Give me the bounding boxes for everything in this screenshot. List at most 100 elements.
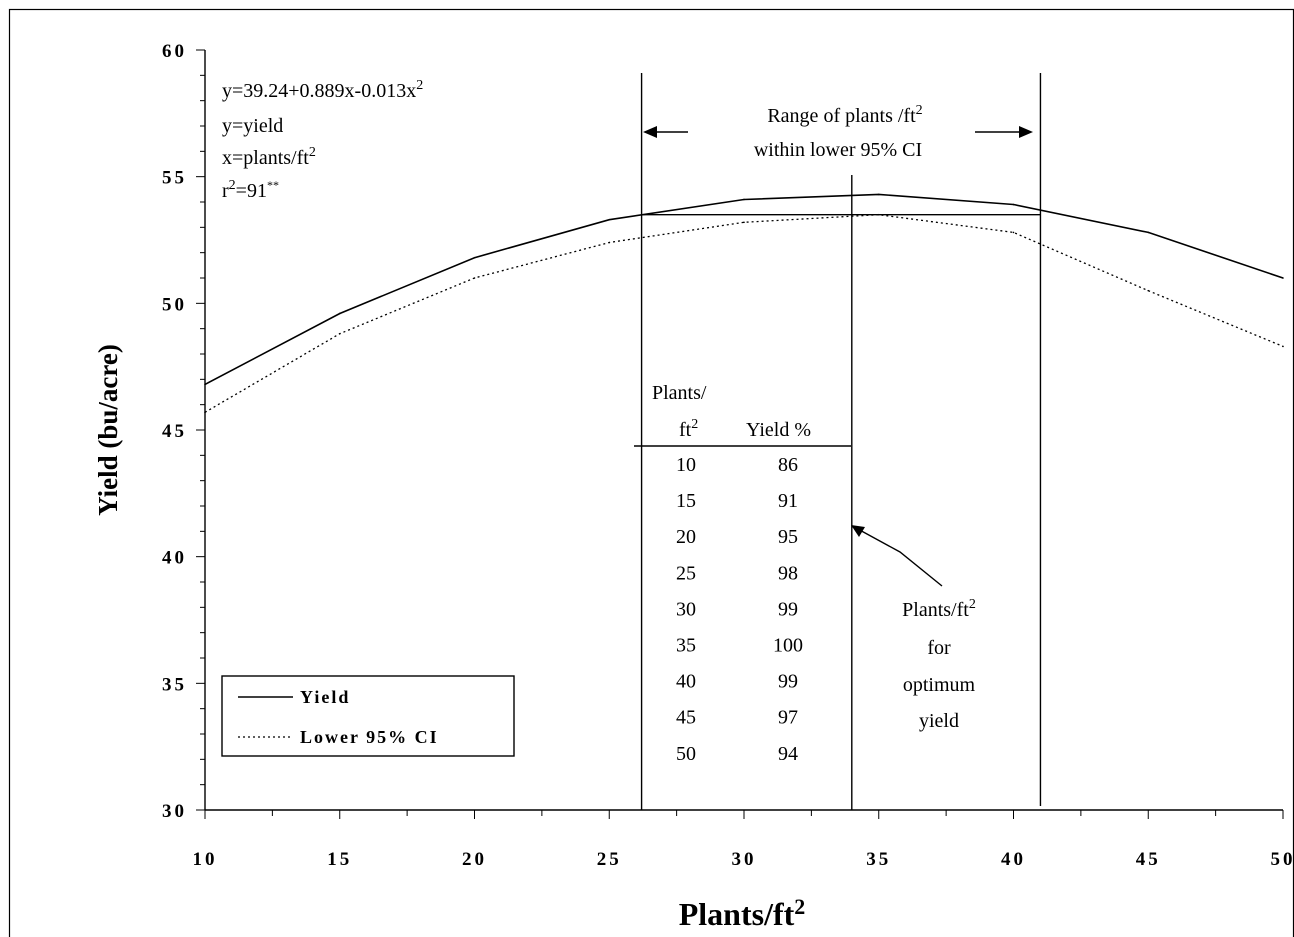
point-yield: [608, 218, 611, 221]
chart-frame: [8, 8, 1294, 937]
point-lower-ci: [1147, 289, 1150, 292]
x-tick-label: 15: [327, 849, 352, 870]
series-line-lower-ci: [204, 214, 1284, 413]
optimum-label-line2: for: [927, 637, 951, 659]
svg-text:ft2: ft2: [679, 417, 698, 441]
svg-text:r2=91**: r2=91**: [222, 178, 279, 202]
point-yield: [1282, 277, 1284, 279]
series-group: [204, 193, 1284, 414]
legend-box: [221, 675, 515, 757]
table-cell-plants: 35: [676, 635, 696, 657]
optimum-arrow: [851, 525, 943, 587]
reference-lines: [640, 73, 1042, 810]
range-annotation-line1: Range of plants /ft: [767, 105, 916, 127]
legend: Yield Lower 95% CI: [221, 675, 515, 757]
axes: 30 35 40 45 50 55 60 10 15 20 25 30 35 40 45 50: [162, 41, 1294, 870]
point-lower-ci: [743, 221, 745, 224]
table-cell-plants: 20: [676, 526, 696, 548]
x-axis-title-sup: 2: [794, 894, 805, 919]
point-lower-ci: [1012, 231, 1015, 234]
x-tick-label: 45: [1136, 849, 1161, 870]
table-cell-plants: 15: [676, 490, 696, 512]
point-yield: [204, 383, 206, 386]
svg-text:y=39.24+0.889x-0.013x2: y=39.24+0.889x-0.013x2: [222, 78, 423, 102]
point-lower-ci: [1282, 345, 1284, 348]
equation-r-value: =91: [236, 180, 267, 202]
point-lower-ci: [877, 213, 880, 216]
range-annotation-sup: 2: [916, 103, 923, 118]
equation-r-stars: **: [267, 178, 279, 192]
svg-text:Range of plants /ft2: Range of plants /ft2: [767, 103, 922, 127]
svg-text:Plants/ft2: Plants/ft2: [679, 894, 806, 932]
equation-sup: 2: [416, 78, 423, 93]
equation-y-def: y=yield: [222, 115, 283, 137]
equation-r-sup: 2: [229, 178, 236, 193]
table-header-col2: Yield %: [746, 419, 811, 441]
optimum-label-line4: yield: [919, 710, 959, 732]
legend-label-yield: Yield: [300, 687, 350, 707]
range-right-arrow: [975, 126, 1033, 138]
x-tick-label: 30: [732, 849, 757, 870]
optimum-label-line3: optimum: [903, 674, 976, 696]
table-cell-plants: 45: [676, 707, 696, 729]
point-lower-ci: [204, 411, 206, 414]
y-tick-label: 35: [162, 674, 187, 695]
point-lower-ci: [608, 241, 611, 244]
x-tick-label: 20: [462, 849, 487, 870]
y-tick-label: 55: [162, 168, 187, 189]
optimum-annotation: Plants/ft2 for optimum yield: [851, 525, 976, 732]
table-cell-yield-pct: 91: [778, 490, 798, 512]
y-tick-label: 40: [162, 548, 187, 569]
table-cell-yield-pct: 97: [778, 707, 798, 729]
x-tick-label: 40: [1001, 849, 1026, 870]
legend-label-ci: Lower 95% CI: [300, 727, 439, 747]
y-axis-title: Yield (bu/acre): [93, 344, 123, 516]
x-tick-label: 35: [866, 849, 891, 870]
range-annotation: Range of plants /ft2 within lower 95% CI: [643, 103, 1033, 161]
y-tick-label: 45: [162, 421, 187, 442]
svg-text:Plants/ft2: Plants/ft2: [902, 597, 976, 621]
equation-text: y=39.24+0.889x-0.013x: [222, 80, 416, 102]
equation-x-sup: 2: [309, 145, 316, 160]
table-rows: 10 86 15 91 20 95 25 98 30 99 35 100 40 99 45 97 50 94: [676, 454, 803, 765]
point-yield: [743, 198, 745, 201]
table-header-col1-line1: Plants/: [652, 382, 707, 404]
y-tick-label: 50: [162, 294, 187, 315]
table-cell-plants: 10: [676, 454, 696, 476]
table-cell-yield-pct: 99: [778, 598, 798, 620]
yield-table: Plants/ ft2 Yield % 10 86 15 91 20 95 25 98 30 99…: [634, 382, 851, 765]
table-cell-yield-pct: 100: [773, 635, 803, 657]
point-yield: [338, 312, 341, 315]
svg-text:x=plants/ft2: x=plants/ft2: [222, 145, 316, 169]
table-cell-yield-pct: 95: [778, 526, 798, 548]
x-tick-label: 50: [1271, 849, 1294, 870]
table-cell-yield-pct: 99: [778, 671, 798, 693]
table-cell-yield-pct: 98: [778, 562, 798, 584]
table-cell-plants: 40: [676, 671, 696, 693]
point-yield: [1012, 203, 1015, 206]
range-left-arrow: [643, 126, 688, 138]
point-yield: [877, 193, 880, 196]
range-annotation-line2: within lower 95% CI: [754, 139, 922, 161]
x-axis-title: Plants/ft: [679, 896, 795, 932]
point-lower-ci: [338, 332, 341, 335]
table-cell-plants: 50: [676, 743, 696, 765]
y-tick-label: 60: [162, 41, 187, 62]
equation-x-def: x=plants/ft: [222, 147, 309, 169]
point-yield: [1147, 231, 1150, 234]
optimum-label-sup: 2: [969, 597, 976, 612]
x-tick-label: 10: [193, 849, 218, 870]
equation-r-label: r: [222, 180, 229, 202]
point-yield: [473, 256, 476, 259]
table-cell-yield-pct: 86: [778, 454, 798, 476]
y-tick-label: 30: [162, 801, 187, 822]
point-lower-ci: [473, 277, 476, 279]
equation-block: y=39.24+0.889x-0.013x2 y=yield x=plants/…: [222, 78, 423, 202]
table-cell-plants: 30: [676, 598, 696, 620]
optimum-label-line1: Plants/ft: [902, 599, 969, 621]
table-header-col1-sup: 2: [691, 417, 698, 432]
x-tick-label: 25: [597, 849, 622, 870]
table-cell-yield-pct: 94: [778, 743, 798, 765]
table-cell-plants: 25: [676, 562, 696, 584]
